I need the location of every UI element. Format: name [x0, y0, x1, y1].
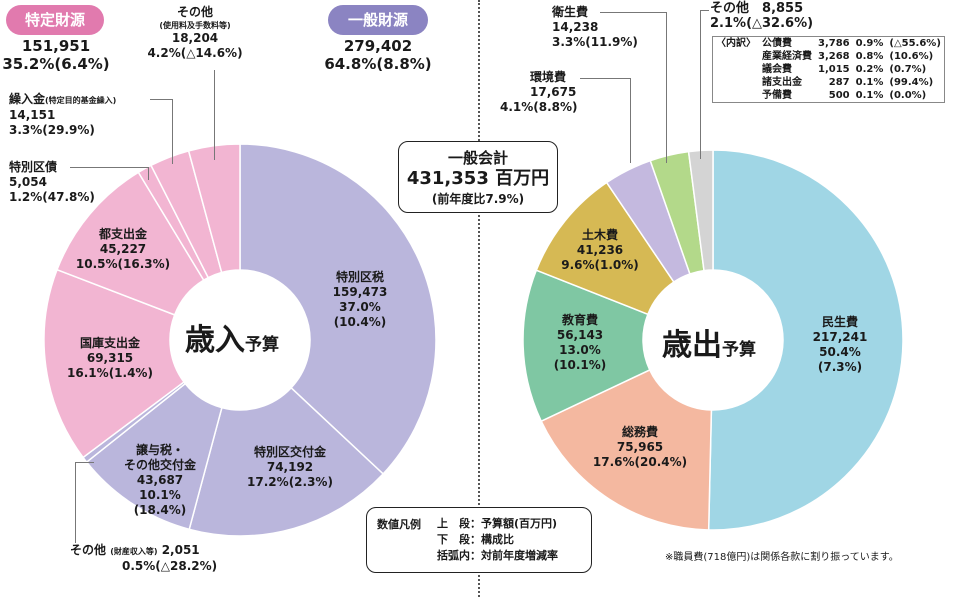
leader-line	[600, 12, 667, 163]
donut-slice	[540, 368, 713, 531]
rev-bonds-label: 特別区債 5,054 1.2%(47.8%)	[9, 160, 95, 204]
rev-other-fees-label: その他 (使用料及手数料等) 18,204 4.2%(△14.6%)	[147, 5, 243, 60]
rev-other-property-label: その他 (財産収入等) 2,051 0.5%(△28.2%)	[70, 543, 218, 573]
exp-welfare-label: 民生費 217,241 50.4% (7.3%)	[812, 315, 868, 374]
exp-health-label: 衛生費 14,238 3.3%(11.9%)	[552, 5, 638, 49]
donut-slice	[188, 386, 385, 537]
donut-slice	[522, 269, 651, 423]
exp-general-affairs-label: 総務費 75,965 17.6%(20.4%)	[592, 425, 688, 469]
leader-line	[75, 462, 94, 543]
breakdown-row: 議会費 1,015 0.2% (0.7%)	[762, 64, 927, 75]
exp-education-label: 教育費 56,143 13.0% (10.1%)	[553, 313, 607, 372]
leader-line	[580, 78, 631, 163]
exp-other-breakdown-table: 〈内訳〉 公債費 3,786 0.9% (△55.6%) 産業経済費 3,268 0.8%(…	[712, 36, 945, 103]
specific-revenue-pct: 35.2%(6.4%)	[2, 55, 110, 73]
general-revenue-pct: 64.8%(8.8%)	[324, 55, 432, 73]
donut-slice	[707, 149, 904, 531]
breakdown-row: 予備費 500 0.1% (0.0%)	[762, 90, 927, 101]
value-legend: 数値凡例 上 段：予算額(百万円) 下 段：構成比 括弧内：対前年度増減率	[366, 507, 592, 573]
rev-special-ward-tax-label: 特別区税 159,473 37.0% (10.4%)	[332, 270, 388, 329]
footnote: ※職員費(718億円)は関係各款に割り振っています。	[665, 552, 899, 563]
donut-slice	[43, 268, 186, 459]
legend-row: 括弧内：対前年度増減率	[437, 549, 558, 562]
general-account-total-box: 一般会計 431,353 百万円 (前年度比7.9%)	[398, 141, 558, 213]
center-divider	[478, 0, 480, 597]
donut-slice	[239, 143, 437, 475]
rev-national-label: 国庫支出金 69,315 16.1%(1.4%)	[67, 336, 153, 380]
rev-transfer-label: 繰入金(特定目的基金繰入) 14,151 3.3%(29.9%)	[9, 92, 117, 137]
exp-civil-label: 土木費 41,236 9.6%(1.0%)	[561, 228, 639, 272]
rev-metro-label: 都支出金 45,227 10.5%(16.3%)	[75, 227, 171, 271]
leader-line	[150, 99, 173, 164]
breakdown-row: 〈内訳〉 公債費 3,786 0.9% (△55.6%)	[716, 38, 941, 49]
exp-other-label: その他 8,855 2.1%(△32.6%)	[710, 1, 814, 31]
revenue-center-title: 歳入予算	[185, 323, 279, 358]
donut-slice	[56, 171, 205, 316]
breakdown-row: 諸支出金 287 0.1% (99.4%)	[762, 77, 934, 88]
general-revenue-value: 279,402	[343, 37, 413, 55]
legend-row: 下 段：構成比	[437, 533, 514, 546]
specific-revenue-badge: 特定財源	[6, 5, 104, 35]
donut-slice	[187, 143, 241, 274]
rev-grant-label: 特別区交付金 74,192 17.2%(2.3%)	[247, 445, 333, 489]
donut-slice	[687, 149, 714, 272]
general-revenue-badge: 一般財源	[328, 5, 428, 35]
leader-line	[70, 167, 149, 180]
leader-line	[214, 70, 215, 160]
leader-line	[700, 10, 709, 159]
breakdown-row: 産業経済費 3,268 0.8% (10.6%)	[762, 51, 934, 62]
expenditure-center-title: 歳出予算	[662, 328, 756, 363]
exp-environment-label: 環境費 17,675 4.1%(8.8%)	[500, 70, 578, 114]
legend-row: 上 段：予算額(百万円)	[437, 517, 558, 530]
specific-revenue-value: 151,951	[21, 37, 91, 55]
rev-transfer-tax-label: 譲与税・ その他交付金 43,687 10.1% (18.4%)	[123, 443, 196, 517]
